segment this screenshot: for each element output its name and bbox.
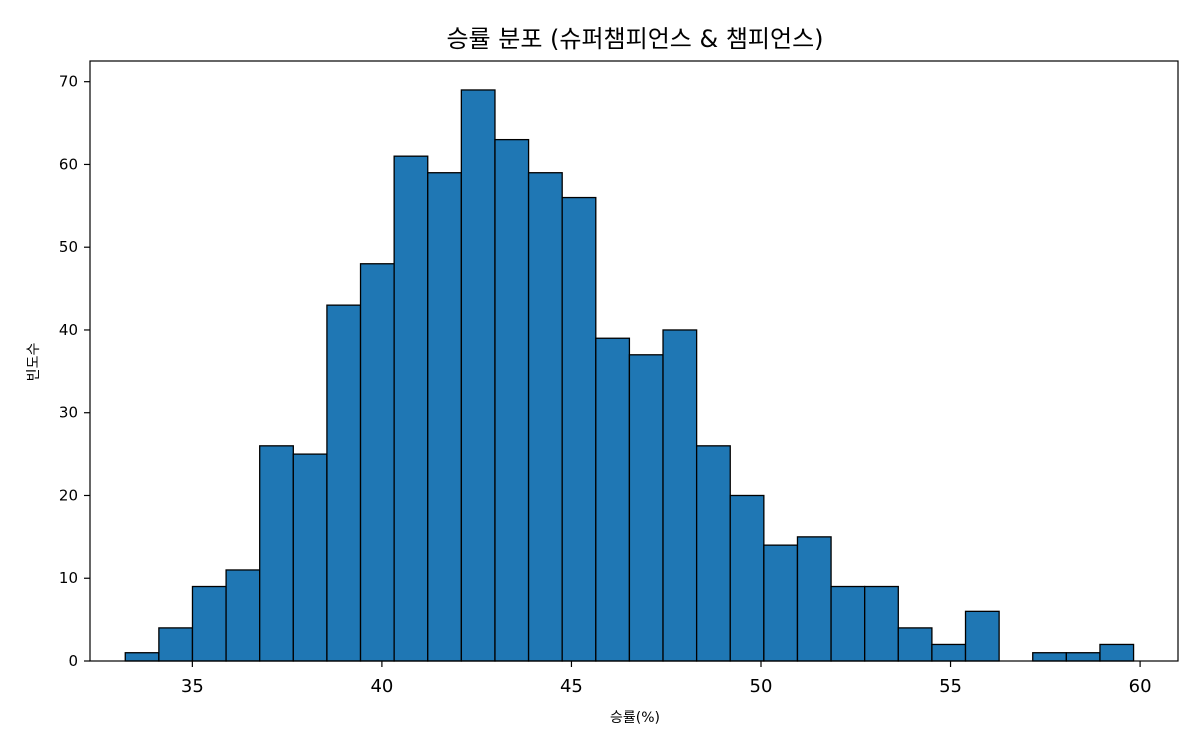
y-tick-label: 60 [59,155,78,173]
histogram-bar [158,627,194,662]
histogram-bar [561,196,597,662]
y-axis: 0 10 20 30 40 50 60 70 [59,73,90,670]
histogram-bar [1065,652,1101,662]
x-tick-label: 60 [1129,676,1152,697]
histogram-bar [393,155,429,662]
histogram-bar [1099,643,1135,662]
x-tick-label: 45 [560,676,583,697]
y-tick-label: 40 [59,321,78,339]
histogram-bar [427,172,463,662]
histogram-bar [763,544,799,662]
histogram-bar [191,585,227,662]
histogram-bar [729,494,765,662]
y-tick-label: 20 [59,486,78,504]
y-tick-label: 0 [68,652,78,670]
histogram-bar [326,304,362,662]
y-axis-label: 빈도수 [26,343,42,382]
histogram-bar [124,652,160,662]
y-tick-label: 10 [59,569,78,587]
x-tick-label: 55 [939,676,962,697]
histogram-bar [359,263,395,662]
plot-frame [89,60,1179,662]
x-tick-label: 35 [181,676,204,697]
histogram-bar [695,445,731,662]
histogram-bar [864,585,899,662]
histogram-bar [662,329,698,662]
histogram-bar [628,354,664,662]
bars-group [124,89,1135,662]
histogram-bar [460,89,496,662]
histogram-bar [494,138,530,662]
x-axis: 35 40 45 50 55 60 [181,661,1152,697]
histogram-bar [830,585,866,662]
y-tick-label: 30 [59,404,78,422]
histogram-bar [1032,652,1067,662]
x-axis-label: 승률(%) [610,710,660,726]
histogram-bar [225,569,261,662]
x-tick-label: 40 [370,676,393,697]
histogram-bar [527,172,563,662]
histogram-bar [931,643,967,662]
histogram-bar [964,610,1000,662]
histogram-bar [292,453,328,662]
x-tick-label: 50 [750,676,773,697]
chart-title: 승률 분포 (슈퍼챔피언스 & 챔피언스) [446,25,823,53]
y-tick-label: 50 [59,238,78,256]
y-tick-label: 70 [59,73,78,91]
histogram-bar [259,445,294,662]
histogram-bar [796,536,832,662]
histogram-bar [897,627,933,662]
histogram-bar [595,337,631,662]
